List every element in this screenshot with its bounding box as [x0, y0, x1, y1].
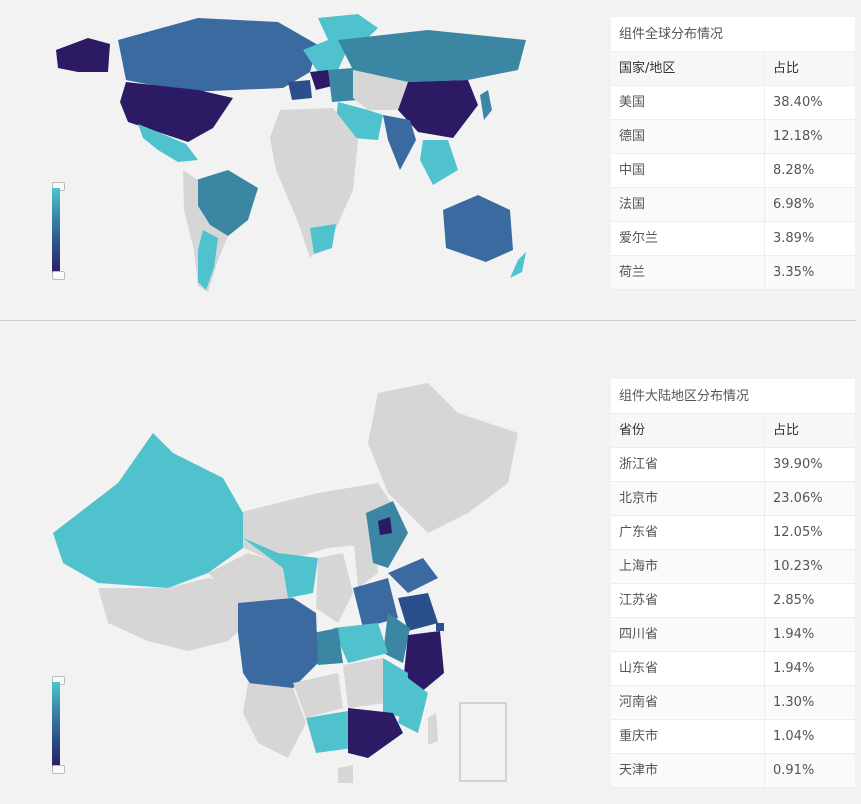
visual-map-legend[interactable]: [52, 676, 70, 774]
map-region-japan[interactable]: [480, 90, 492, 120]
table-caption: 组件全球分布情况: [611, 17, 855, 52]
cell-share: 8.28%: [765, 154, 855, 187]
cell-share: 3.89%: [765, 222, 855, 255]
table-row: 北京市 23.06%: [611, 482, 855, 516]
table-row: 荷兰 3.35%: [611, 256, 855, 290]
visual-map-legend[interactable]: [52, 182, 70, 280]
china-distribution-table: 组件大陆地区分布情况 省份 占比 浙江省 39.90% 北京市 23.06% 广东省…: [611, 379, 855, 788]
map-region-shaanxi[interactable]: [316, 553, 353, 623]
cell-region: 爱尔兰: [611, 222, 765, 255]
map-region-france[interactable]: [288, 80, 312, 100]
table-row: 重庆市 1.04%: [611, 720, 855, 754]
map-region-southeast-asia[interactable]: [420, 140, 458, 185]
cell-share: 1.94%: [765, 652, 855, 685]
legend-gradient-bar: [52, 682, 60, 768]
header-region: 国家/地区: [611, 52, 765, 85]
cell-province: 广东省: [611, 516, 765, 549]
table-row: 美国 38.40%: [611, 86, 855, 120]
map-region-hainan[interactable]: [338, 765, 353, 783]
world-distribution-section: 组件全球分布情况 国家/地区 占比 美国 38.40% 德国 12.18% 中国 8.…: [0, 0, 861, 320]
header-share: 占比: [765, 414, 855, 447]
cell-region: 法国: [611, 188, 765, 221]
map-region-xinjiang[interactable]: [53, 433, 243, 588]
map-region-hebei[interactable]: [366, 501, 408, 568]
map-region-guangxi[interactable]: [306, 711, 353, 753]
map-region-new-zealand[interactable]: [510, 252, 526, 278]
cell-region: 德国: [611, 120, 765, 153]
cell-share: 23.06%: [765, 482, 855, 515]
cell-region: 荷兰: [611, 256, 765, 289]
header-province: 省份: [611, 414, 765, 447]
cell-province: 重庆市: [611, 720, 765, 753]
table-row: 河南省 1.30%: [611, 686, 855, 720]
map-region-south-africa[interactable]: [310, 224, 336, 254]
china-distribution-section: 组件大陆地区分布情况 省份 占比 浙江省 39.90% 北京市 23.06% 广东省…: [0, 321, 861, 804]
header-share: 占比: [765, 52, 855, 85]
map-region-shanghai[interactable]: [436, 623, 444, 631]
table-header-row: 省份 占比: [611, 414, 855, 448]
world-distribution-table: 组件全球分布情况 国家/地区 占比 美国 38.40% 德国 12.18% 中国 8.…: [611, 17, 855, 290]
table-row: 中国 8.28%: [611, 154, 855, 188]
cell-province: 四川省: [611, 618, 765, 651]
table-caption: 组件大陆地区分布情况: [611, 379, 855, 414]
table-row: 山东省 1.94%: [611, 652, 855, 686]
cell-share: 12.05%: [765, 516, 855, 549]
cell-share: 1.94%: [765, 618, 855, 651]
cell-share: 2.85%: [765, 584, 855, 617]
legend-bottom-handle[interactable]: [52, 271, 65, 280]
south-china-sea-inset: [460, 703, 506, 781]
table-row: 天津市 0.91%: [611, 754, 855, 788]
cell-share: 3.35%: [765, 256, 855, 289]
cell-region: 中国: [611, 154, 765, 187]
cell-share: 1.30%: [765, 686, 855, 719]
cell-share: 1.04%: [765, 720, 855, 753]
cell-share: 10.23%: [765, 550, 855, 583]
map-region-argentina[interactable]: [198, 230, 218, 290]
legend-bottom-handle[interactable]: [52, 765, 65, 774]
cell-share: 0.91%: [765, 754, 855, 787]
cell-province: 上海市: [611, 550, 765, 583]
cell-province: 河南省: [611, 686, 765, 719]
cell-province: 江苏省: [611, 584, 765, 617]
cell-province: 天津市: [611, 754, 765, 787]
map-region-usa[interactable]: [120, 82, 233, 142]
table-row: 浙江省 39.90%: [611, 448, 855, 482]
map-region-alaska[interactable]: [56, 38, 110, 72]
cell-share: 12.18%: [765, 120, 855, 153]
cell-share: 6.98%: [765, 188, 855, 221]
table-row: 法国 6.98%: [611, 188, 855, 222]
table-row: 广东省 12.05%: [611, 516, 855, 550]
cell-province: 浙江省: [611, 448, 765, 481]
table-row: 德国 12.18%: [611, 120, 855, 154]
map-region-yunnan[interactable]: [243, 683, 306, 758]
cell-province: 山东省: [611, 652, 765, 685]
cell-share: 39.90%: [765, 448, 855, 481]
china-map[interactable]: [48, 373, 532, 793]
world-map[interactable]: [48, 10, 532, 300]
legend-gradient-bar: [52, 188, 60, 274]
table-row: 江苏省 2.85%: [611, 584, 855, 618]
map-region-canada[interactable]: [118, 18, 318, 92]
table-row: 四川省 1.94%: [611, 618, 855, 652]
map-region-shandong[interactable]: [388, 558, 438, 593]
table-header-row: 国家/地区 占比: [611, 52, 855, 86]
cell-region: 美国: [611, 86, 765, 119]
map-region-australia[interactable]: [443, 195, 513, 262]
table-row: 上海市 10.23%: [611, 550, 855, 584]
cell-province: 北京市: [611, 482, 765, 515]
table-row: 爱尔兰 3.89%: [611, 222, 855, 256]
map-region-taiwan[interactable]: [428, 713, 438, 745]
map-region-hunan[interactable]: [343, 658, 386, 708]
cell-share: 38.40%: [765, 86, 855, 119]
